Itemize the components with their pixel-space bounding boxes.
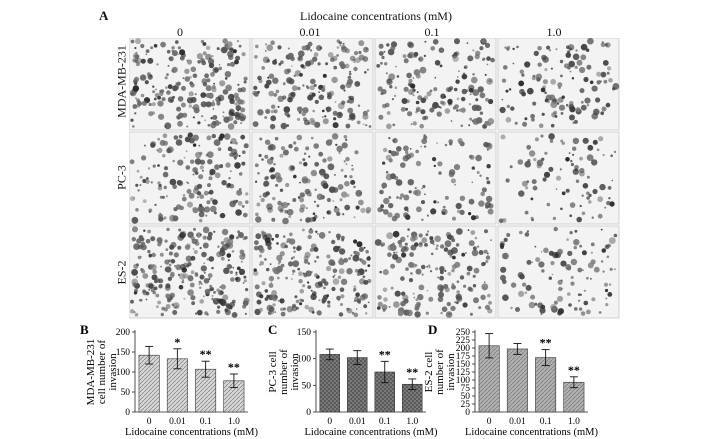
- micrograph-r0-c2: [374, 38, 497, 131]
- row-label-mda: MDA-MB-231: [114, 45, 129, 118]
- errorbar-b-2: [201, 360, 210, 378]
- bar-chart-d: DES-2 cell number of invasion0255075100125…: [423, 322, 598, 438]
- category-label-d-2: 0.1: [540, 417, 552, 427]
- ytick-label-c-100: 100: [297, 355, 312, 365]
- ytick-label-d-25: 25: [461, 400, 471, 410]
- micrograph-r0-c1: [251, 38, 374, 131]
- micrograph-r1-c2: [374, 131, 497, 225]
- category-label-b-2: 0.1: [200, 417, 212, 427]
- bar-c-0: [319, 354, 340, 413]
- ytick-label-d-225: 225: [456, 336, 471, 346]
- significance-c-2: **: [379, 347, 391, 361]
- panel-a-letter: A: [99, 8, 109, 23]
- ytick-label-c-50: 50: [302, 381, 312, 391]
- significance-d-3: **: [568, 363, 580, 377]
- errorbar-d-0: [485, 333, 494, 359]
- ytick-label-b-0: 0: [125, 408, 130, 418]
- column-label-10: 1.0: [546, 25, 562, 39]
- micrograph-r2-c3: [497, 225, 620, 319]
- category-label-c-3: 1.0: [406, 417, 418, 427]
- ytick-label-b-50: 50: [121, 388, 131, 398]
- ylabel-line-c-2: invasion: [289, 353, 301, 391]
- category-label-c-2: 0.1: [379, 417, 391, 427]
- ytick-label-d-75: 75: [461, 384, 471, 394]
- ylabel-line-b-2: invasion: [107, 353, 119, 391]
- ytick-label-d-250: 250: [456, 328, 471, 338]
- micrograph-r1-c1: [251, 131, 374, 225]
- ylabel-line-d-2: invasion: [445, 353, 457, 391]
- significance-b-1: *: [174, 335, 180, 349]
- errorbar-c-0: [325, 348, 334, 361]
- bar-d-1: [506, 348, 528, 413]
- micrograph-r1-c3: [497, 131, 620, 225]
- errorbar-b-0: [145, 345, 154, 365]
- ytick-label-b-200: 200: [116, 328, 131, 338]
- concentration-title: Lidocaine concentrations (mM): [300, 9, 452, 23]
- bar-chart-c: C PC-3 cell number of invasion 0 50 100 150 0 0.0…: [268, 322, 438, 438]
- micrograph-r2-c2: [374, 225, 497, 319]
- significance-d-2: **: [540, 336, 552, 350]
- category-label-b-0: 0: [147, 417, 152, 427]
- ytick-label-d-100: 100: [456, 376, 471, 386]
- errorbar-b-3: [229, 373, 238, 389]
- category-label-d-3: 1.0: [568, 417, 580, 427]
- ytick-label-b-100: 100: [116, 368, 131, 378]
- micrograph-r2-c0: [129, 225, 251, 319]
- category-label-c-1: 0.01: [349, 417, 366, 427]
- row-label-pc3: PC-3: [114, 165, 129, 190]
- column-label-001: 0.01: [299, 25, 321, 39]
- bar-chart-b: B MDA-MB-231 cell number of invasion 0 50 100 1…: [80, 322, 258, 438]
- ylabel-line-b-0: MDA-MB-231: [85, 339, 97, 406]
- category-label-b-3: 1.0: [228, 417, 240, 427]
- ylabel-line-d-0: ES-2 cell: [423, 352, 435, 393]
- category-label-b-1: 0.01: [169, 417, 186, 427]
- errorbar-c-2: [380, 360, 389, 384]
- errorbar-d-2: [541, 349, 550, 367]
- panel-letter-d: D: [428, 322, 437, 337]
- micrograph-r2-c1: [251, 225, 374, 319]
- xlabel-c: Lidocaine concentrations (mM): [305, 427, 438, 438]
- micrograph-grid: [129, 38, 620, 319]
- errorbar-c-3: [408, 378, 417, 391]
- ytick-label-b-150: 150: [116, 348, 131, 358]
- significance-c-3: **: [406, 365, 418, 379]
- row-label-es2: ES-2: [114, 260, 129, 285]
- micrograph-r0-c0: [129, 38, 251, 131]
- micrograph-r1-c0: [129, 131, 251, 225]
- category-label-c-0: 0: [327, 417, 332, 427]
- ytick-label-d-50: 50: [461, 392, 471, 402]
- category-label-d-1: 0.01: [509, 417, 526, 427]
- ytick-label-c-150: 150: [297, 328, 312, 338]
- ytick-label-d-200: 200: [456, 344, 471, 354]
- category-label-d-0: 0: [487, 417, 492, 427]
- ylabel-line-d-1: number of: [434, 349, 446, 395]
- ylabel-line-c-0: PC-3 cell: [268, 351, 279, 392]
- errorbar-d-3: [569, 376, 578, 389]
- errorbar-c-1: [353, 350, 362, 365]
- xlabel-b: Lidocaine concentrations (mM): [125, 427, 258, 438]
- panel-letter-c: C: [268, 322, 277, 337]
- significance-b-2: **: [200, 347, 212, 361]
- column-label-0: 0: [177, 25, 183, 39]
- column-label-01: 0.1: [424, 25, 440, 39]
- errorbar-b-1: [173, 348, 182, 370]
- panel-letter-b: B: [80, 322, 89, 337]
- ytick-label-d-175: 175: [456, 352, 471, 362]
- ytick-label-d-0: 0: [465, 408, 470, 418]
- errorbar-d-1: [513, 343, 522, 355]
- bar-c-1: [347, 357, 368, 413]
- micrograph-r0-c3: [497, 38, 620, 131]
- ylabel-line-c-1: number of: [278, 349, 290, 395]
- xlabel-d: Lidocaine concentrations (mM): [465, 427, 598, 438]
- ytick-label-d-125: 125: [456, 368, 471, 378]
- ytick-label-d-150: 150: [456, 360, 471, 370]
- ylabel-line-b-1: cell number of: [96, 340, 108, 404]
- significance-b-3: **: [228, 360, 240, 374]
- ytick-label-c-0: 0: [306, 408, 311, 418]
